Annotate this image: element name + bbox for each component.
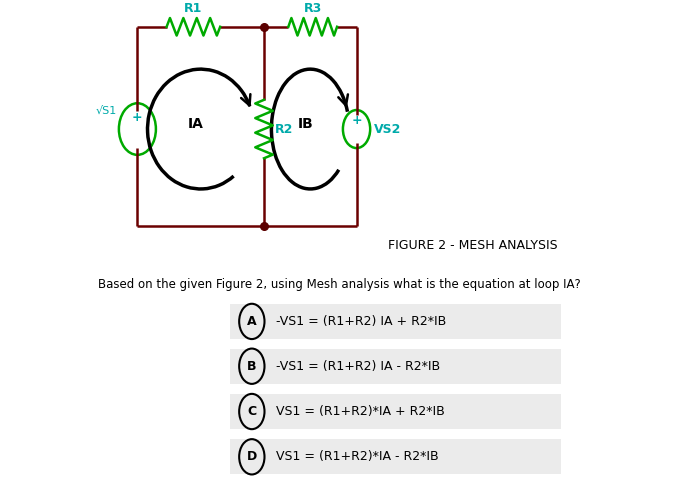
FancyBboxPatch shape [230,304,561,339]
Text: FIGURE 2 - MESH ANALYSIS: FIGURE 2 - MESH ANALYSIS [388,240,558,252]
Text: IB: IB [297,117,313,131]
Text: √S1: √S1 [95,106,117,116]
Text: B: B [247,360,257,373]
Text: D: D [246,450,257,463]
Text: -VS1 = (R1+R2) IA - R2*IB: -VS1 = (R1+R2) IA - R2*IB [276,360,440,373]
Text: +: + [132,111,143,124]
Text: R3: R3 [304,1,322,15]
Text: Based on the given Figure 2, using Mesh analysis what is the equation at loop IA: Based on the given Figure 2, using Mesh … [98,279,581,291]
FancyBboxPatch shape [230,394,561,429]
Text: IA: IA [188,117,204,131]
Text: -VS1 = (R1+R2) IA + R2*IB: -VS1 = (R1+R2) IA + R2*IB [276,315,446,328]
FancyBboxPatch shape [230,439,561,474]
Text: VS1 = (R1+R2)*IA - R2*IB: VS1 = (R1+R2)*IA - R2*IB [276,450,439,463]
Text: VS2: VS2 [374,123,401,135]
Text: R1: R1 [184,1,202,15]
Text: A: A [247,315,257,328]
Text: R2: R2 [275,123,293,135]
Text: VS1 = (R1+R2)*IA + R2*IB: VS1 = (R1+R2)*IA + R2*IB [276,405,445,418]
FancyBboxPatch shape [230,349,561,384]
Text: C: C [247,405,257,418]
Text: +: + [351,114,362,127]
